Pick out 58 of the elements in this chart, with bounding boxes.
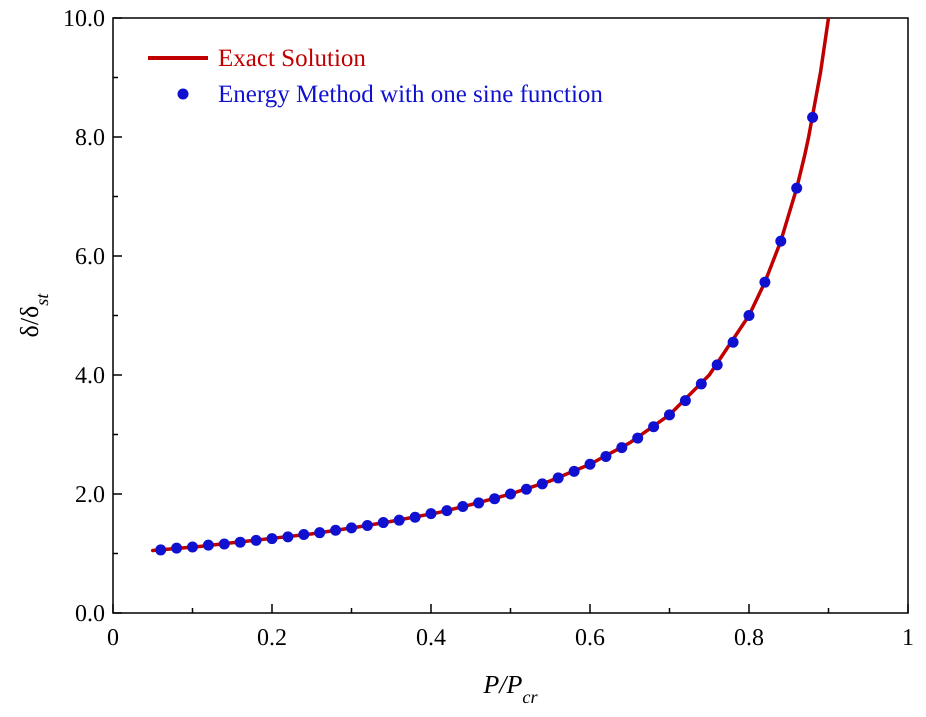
point: [807, 112, 818, 123]
point: [791, 182, 802, 194]
line-series: [151, 18, 830, 552]
point: [410, 512, 421, 523]
legend-label: Exact Solution: [218, 45, 366, 72]
point: [568, 466, 580, 477]
point: [441, 505, 452, 516]
point: [584, 458, 596, 470]
legend-label: Energy Method with one sine function: [218, 81, 604, 108]
point: [250, 534, 262, 546]
point: [394, 514, 405, 526]
point: [378, 517, 389, 528]
point: [759, 276, 770, 288]
point: [744, 310, 754, 321]
point: [536, 478, 548, 490]
point: [330, 524, 342, 536]
y-tick-label: 10.0: [63, 6, 105, 32]
x-tick-label: 1: [902, 625, 914, 651]
point: [362, 520, 373, 532]
point: [505, 488, 516, 500]
point: [680, 395, 691, 406]
point: [728, 336, 739, 348]
x-axis-title: P/P$_{cr}$: [482, 670, 538, 707]
point: [266, 533, 278, 544]
x-tick-label: 0.6: [575, 625, 605, 651]
point: [298, 528, 310, 540]
x-tick-label: 0.2: [257, 625, 287, 651]
point: [426, 508, 436, 520]
point: [489, 493, 500, 504]
point: [171, 542, 182, 554]
point: [552, 472, 564, 484]
point: [282, 531, 294, 542]
point: [696, 378, 707, 390]
point: [648, 421, 660, 432]
x-tick-label: 0.4: [416, 625, 446, 651]
point: [218, 538, 230, 550]
y-tick-label: 4.0: [75, 363, 105, 389]
point: [314, 527, 326, 538]
point: [187, 541, 198, 552]
point: [664, 409, 675, 420]
point: [457, 500, 468, 512]
point: [712, 359, 723, 370]
x-tick-label: 0: [107, 625, 119, 651]
point: [775, 236, 786, 247]
point: [600, 451, 612, 462]
point: [202, 540, 214, 551]
y-tick-label: 8.0: [75, 125, 105, 151]
point: [155, 544, 166, 556]
y-tick-label: 6.0: [75, 244, 105, 270]
point: [473, 497, 484, 508]
x-tick-label: 0.8: [734, 625, 764, 651]
point: [520, 484, 532, 495]
point: [346, 522, 357, 534]
y-tick-label: 0.0: [75, 601, 105, 627]
y-tick-label: 2.0: [75, 482, 105, 508]
point: [632, 432, 644, 444]
point: [234, 536, 246, 548]
point: [616, 442, 628, 454]
